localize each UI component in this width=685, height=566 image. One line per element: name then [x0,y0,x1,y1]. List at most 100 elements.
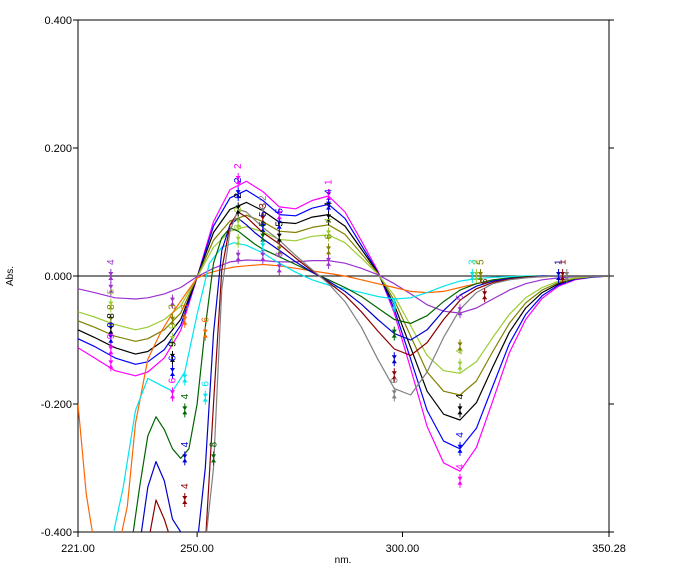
peak-marker: 2 [233,163,244,187]
peak-label: 8 [209,441,220,447]
peak-label: 2 [471,259,482,265]
peak-marker: 9 [106,333,117,358]
y-tick-label: 0.400 [44,15,72,27]
y-axis-title: Abs. [5,266,16,286]
peak-marker: 4 [455,349,466,373]
peak-label: 4 [455,464,466,470]
peak-label: 2 [233,207,244,213]
peak-label: 9 [106,322,117,328]
x-axis-title: nm. [335,555,352,566]
peak-marker [457,339,463,354]
peak-label: 5 [455,294,466,300]
peak-marker: 6 [389,377,400,402]
peak-label: 5 [258,211,269,217]
peak-marker: 4 [180,483,191,507]
peak-marker: 3 [167,304,178,328]
peak-marker: 1 [554,259,565,283]
peak-marker: 8 [209,441,220,466]
peak-label: 6 [167,355,178,361]
x-tick-label: 221.00 [61,543,95,555]
peak-marker: 4 [180,441,191,466]
peak-label: 5 [476,259,487,265]
peak-marker: 3 [467,259,478,283]
peak-marker: 5 [455,294,466,319]
peak-label: 4 [180,393,191,399]
peak-label: 6 [324,233,335,239]
x-tick-label: 350.28 [592,543,626,555]
series-line-5 [78,226,609,374]
peak-label: 5 [274,221,285,227]
peak-marker [276,243,282,258]
peak-marker [391,352,397,367]
peak-marker [108,357,114,372]
peak-marker: 4 [455,464,466,488]
peak-label: 6 [480,278,491,284]
peak-marker: 2 [471,259,482,283]
peak-marker: 5 [476,259,487,283]
peak-label: 2 [233,177,244,183]
peak-label: 5 [106,288,117,294]
peak-marker [391,297,397,312]
peak-marker: 4 [455,393,466,418]
peak-marker [391,326,397,341]
y-axis: -0.400 -0.200 0.000 0.200 0.400 [41,15,614,539]
peak-label: 6 [200,317,211,323]
peak-label: 4 [455,393,466,399]
peak-marker: 5 [274,208,285,232]
x-axis: 221.00 250.00 300.00 350.28 [61,532,626,555]
peak-marker [108,281,114,296]
marker-layer: 4588993996634446682222323555561444665444… [106,163,570,507]
peak-label: 1 [554,259,565,265]
peak-label: 4 [324,201,335,207]
x-tick-label: 250.00 [180,543,214,555]
peak-label: 9 [167,323,178,329]
peak-marker [260,249,266,264]
peak-marker: 4 [455,432,466,456]
peak-marker: 6 [167,377,178,402]
peak-marker: 4 [324,217,335,242]
y-tick-label: 0.000 [44,271,72,283]
peak-label: 4 [455,349,466,355]
peak-label: 4 [324,217,335,223]
peak-label: 2 [233,192,244,198]
peak-label: 8 [106,313,117,319]
peak-marker: 6 [480,278,491,303]
peak-marker [182,371,188,386]
peak-label: 1 [324,179,335,185]
peak-marker [326,254,332,269]
peak-label: 4 [180,441,191,447]
peak-label: 4 [455,432,466,438]
peak-marker [169,294,175,309]
peak-label: 9 [167,341,178,347]
peak-marker: 9 [167,341,178,365]
series-line-2 [78,189,609,450]
peak-marker: 4 [324,189,335,213]
peak-label: 4 [324,189,335,195]
peak-label: 1 [558,259,569,265]
peak-label: 2 [258,195,269,201]
peak-marker: 6 [274,251,285,276]
peak-marker: 2 [233,177,244,202]
series-line-1 [78,180,609,472]
peak-label: 8 [106,304,117,310]
peak-label: 6 [274,251,285,257]
series-line-6 [78,259,609,314]
peak-marker: 2 [233,207,244,231]
peak-label: 6 [200,381,211,387]
peak-marker: 3 [233,224,244,248]
peak-marker [235,249,241,264]
peak-label: 6 [167,377,178,383]
peak-label: 2 [233,163,244,169]
y-tick-label: 0.200 [44,143,72,155]
peak-marker: 5 [274,221,285,245]
x-tick-label: 300.00 [386,543,420,555]
peak-marker: 3 [180,304,191,328]
peak-marker [391,368,397,383]
peak-marker: 1 [558,259,569,283]
peak-marker: 4 [106,259,117,283]
peak-label: 5 [274,208,285,214]
peak-marker [564,269,570,283]
series-line-3 [78,201,609,421]
peak-label: 3 [258,203,269,209]
